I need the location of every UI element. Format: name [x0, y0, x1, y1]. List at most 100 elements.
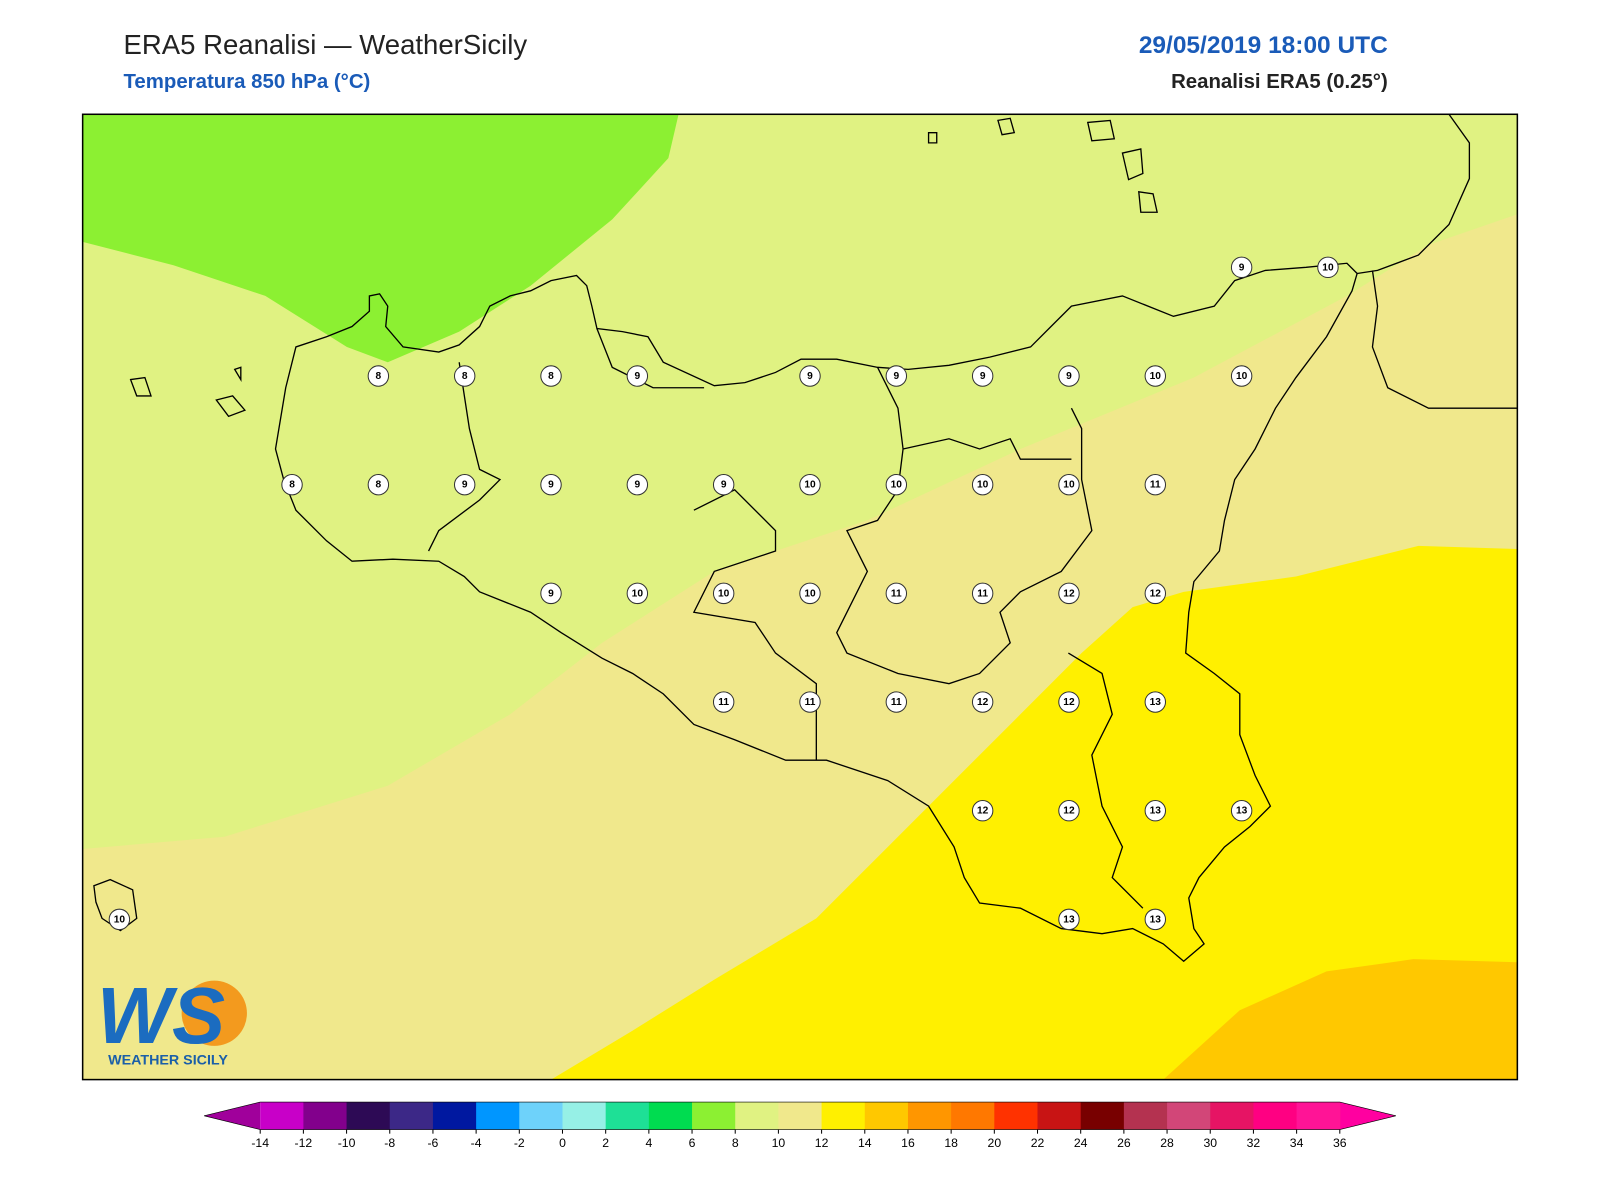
- station-marker: [540, 582, 562, 605]
- map: 9 10 8 8 8 9 9 9 9 9 10 10 8 8 9 9 9 9 10 10 10 10 11 9 10 10 10 11…: [82, 114, 1518, 1080]
- station-marker: [799, 691, 821, 713]
- logo: WS WEATHER SICILY: [97, 971, 247, 1068]
- station-value: 13: [1063, 914, 1075, 925]
- station-marker: [1058, 691, 1080, 713]
- station-value: 10: [718, 588, 730, 599]
- station-value: 10: [804, 480, 816, 491]
- colorbar-label: 28: [1160, 1136, 1174, 1150]
- colorbar-label: 34: [1290, 1136, 1304, 1150]
- colorbar-swatch: [1253, 1102, 1298, 1130]
- colorbar-swatch: [864, 1102, 909, 1130]
- station-marker: [1144, 473, 1167, 496]
- station-marker: [1058, 800, 1080, 822]
- station-marker: [885, 691, 908, 713]
- station-value: 11: [805, 697, 816, 708]
- band-6-8: [82, 114, 679, 363]
- station-value: 8: [462, 371, 468, 382]
- station-value: 12: [1150, 588, 1162, 599]
- station-marker: [971, 582, 994, 605]
- station-marker: [712, 582, 735, 605]
- station-marker: [281, 473, 303, 496]
- station-marker: [1144, 691, 1167, 713]
- station-marker: [799, 473, 821, 496]
- station-value: 10: [891, 480, 903, 491]
- station-value: 13: [1150, 914, 1162, 925]
- station-marker: [971, 473, 994, 496]
- station-marker: [971, 691, 994, 713]
- colorbar-swatch: [648, 1102, 693, 1130]
- station-value: 9: [1066, 371, 1072, 382]
- title: ERA5 Reanalisi — WeatherSicily: [123, 29, 527, 60]
- station-marker: [712, 691, 735, 713]
- colorbar-label: 26: [1117, 1136, 1131, 1150]
- station-value: 8: [376, 371, 382, 382]
- station-value: 13: [1150, 806, 1162, 817]
- station-value: 11: [977, 588, 988, 599]
- date: 29/05/2019 18:00 UTC: [1139, 32, 1388, 59]
- logo-sun: [181, 980, 247, 1046]
- colorbar: -14 -12 -10 -8 -6 -4 -2 0 2 4 6 8 10 12 14 16 18 20 22 24 26…: [204, 1101, 1396, 1150]
- station-marker: [971, 365, 994, 387]
- station-marker: [453, 473, 476, 496]
- colorbar-swatch: [519, 1102, 563, 1130]
- station-marker: [1058, 908, 1080, 931]
- colorbar-label: 2: [602, 1136, 609, 1150]
- colorbar-label: -2: [514, 1136, 525, 1150]
- colorbar-label: 8: [732, 1136, 739, 1150]
- station-marker: [1230, 800, 1253, 822]
- station-value: 10: [1063, 480, 1075, 491]
- colorbar-swatch: [303, 1102, 348, 1130]
- logo-mark: WS: [97, 971, 225, 1060]
- station-marker: [971, 800, 994, 822]
- station-value: 12: [1063, 697, 1075, 708]
- station-value: 9: [635, 480, 641, 491]
- station-marker: [1317, 256, 1339, 279]
- band-14-16: [1163, 959, 1518, 1080]
- station-value: 12: [977, 697, 989, 708]
- colorbar-swatch: [562, 1102, 607, 1130]
- colorbar-label: 36: [1333, 1136, 1347, 1150]
- station-value: 11: [718, 697, 729, 708]
- station-value: 8: [289, 480, 295, 491]
- station-value: 10: [1150, 371, 1162, 382]
- station-value: 9: [807, 371, 813, 382]
- source: Reanalisi ERA5 (0.25°): [1171, 71, 1388, 93]
- station-value: 11: [891, 697, 902, 708]
- colorbar-label: -4: [471, 1136, 482, 1150]
- station-value: 12: [1063, 806, 1075, 817]
- colorbar-label: -14: [251, 1136, 269, 1150]
- station-marker: [1058, 365, 1080, 387]
- colorbar-swatch: [735, 1102, 779, 1130]
- colorbar-swatch: [1080, 1102, 1125, 1130]
- station-value: 9: [548, 588, 554, 599]
- coastlines: [93, 114, 1518, 963]
- station-value: 10: [1322, 262, 1334, 273]
- colorbar-label: 20: [988, 1136, 1002, 1150]
- colorbar-swatch: [1123, 1102, 1168, 1130]
- colorbar-label: -8: [384, 1136, 395, 1150]
- station-value: 9: [462, 480, 468, 491]
- colorbar-swatch: [907, 1102, 952, 1130]
- colorbar-swatch: [605, 1102, 650, 1130]
- band-12-14: [551, 545, 1518, 1080]
- station-value: 10: [804, 588, 816, 599]
- colorbar-label: 12: [815, 1136, 829, 1150]
- station-marker: [885, 582, 908, 605]
- station-marker: [626, 473, 649, 496]
- colorbar-under: [204, 1102, 261, 1130]
- colorbar-swatch: [346, 1102, 391, 1130]
- colorbar-swatch: [476, 1102, 520, 1130]
- station-value: 9: [980, 371, 986, 382]
- colorbar-label: -10: [338, 1136, 356, 1150]
- colorbar-label: 16: [901, 1136, 915, 1150]
- station-marker: [108, 908, 131, 931]
- station-value: 10: [114, 914, 126, 925]
- station-marker: [1058, 582, 1080, 605]
- colorbar-label: 6: [689, 1136, 696, 1150]
- station-value: 9: [548, 480, 554, 491]
- station-value: 11: [891, 588, 902, 599]
- colorbar-swatch: [1210, 1102, 1254, 1130]
- colorbar-label: 0: [559, 1136, 566, 1150]
- station-value: 13: [1150, 697, 1162, 708]
